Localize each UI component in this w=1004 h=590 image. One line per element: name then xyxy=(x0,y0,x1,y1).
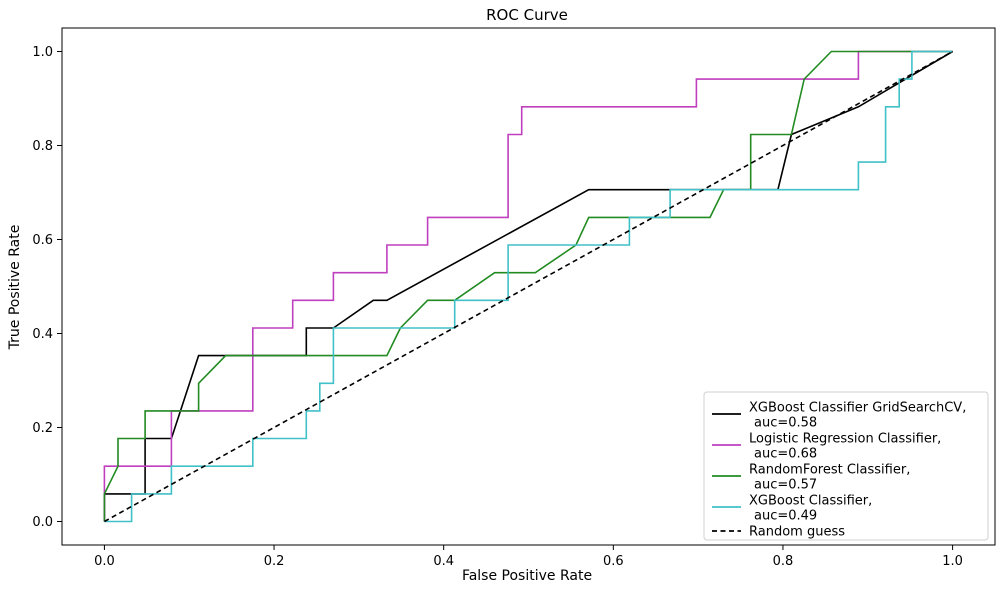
plot-frame xyxy=(61,27,996,546)
legend: XGBoost Classifier GridSearchCV,auc=0.58… xyxy=(703,391,989,541)
x-axis: 0.0 0.2 0.4 0.6 0.8 1.0 xyxy=(94,545,963,569)
series-line-3 xyxy=(104,50,953,523)
y-tick-label: 0.8 xyxy=(32,139,53,154)
legend-label-2: RandomForest Classifier, xyxy=(749,463,910,478)
series-line-1 xyxy=(103,50,953,522)
legend-label-1: Logistic Regression Classifier, xyxy=(749,432,941,447)
legend-label-0: XGBoost Classifier GridSearchCV, xyxy=(749,401,966,416)
legend-auc-0: auc=0.58 xyxy=(754,416,817,431)
y-tick-label: 0.0 xyxy=(32,515,53,530)
y-tick-label: 0.6 xyxy=(32,233,53,248)
plot-area xyxy=(61,27,996,546)
legend-label-4: Random guess xyxy=(749,525,845,540)
chart-title: ROC Curve xyxy=(486,6,568,24)
legend-auc-1: auc=0.68 xyxy=(754,447,817,462)
x-tick-label: 0.2 xyxy=(264,554,285,569)
legend-auc-3: auc=0.49 xyxy=(754,509,817,524)
x-axis-label: False Positive Rate xyxy=(462,568,592,584)
series-line-4 xyxy=(104,50,953,523)
x-tick-label: 0.4 xyxy=(433,554,454,569)
y-tick-label: 0.2 xyxy=(32,421,53,436)
x-tick-label: 0.6 xyxy=(603,554,624,569)
y-axis-label: True Positive Rate xyxy=(7,225,23,351)
legend-auc-2: auc=0.57 xyxy=(754,478,817,493)
x-tick-label: 0.8 xyxy=(773,554,794,569)
y-tick-label: 1.0 xyxy=(32,45,53,60)
x-tick-label: 1.0 xyxy=(942,554,963,569)
y-axis: 0.0 0.2 0.4 0.6 0.8 1.0 xyxy=(32,45,62,530)
x-tick-label: 0.0 xyxy=(94,554,115,569)
legend-label-3: XGBoost Classifier, xyxy=(749,494,872,509)
legend-box xyxy=(703,391,989,541)
y-tick-label: 0.4 xyxy=(32,327,53,342)
